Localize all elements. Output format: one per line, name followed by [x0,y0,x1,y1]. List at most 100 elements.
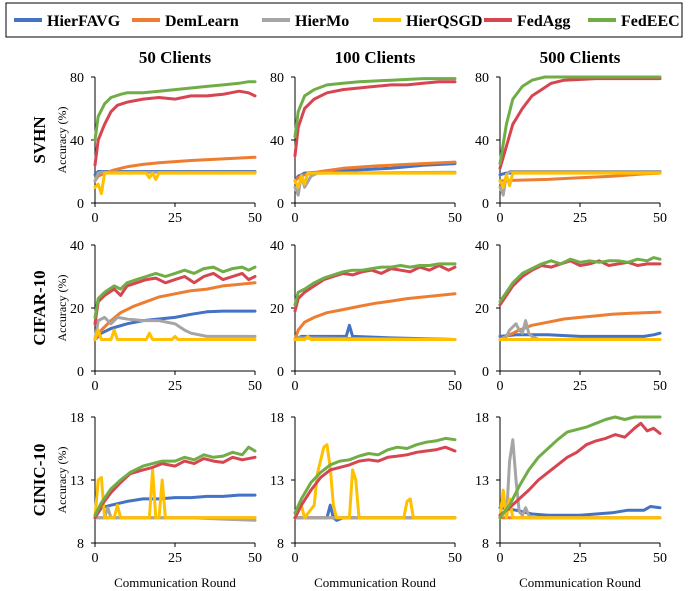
row-title-svhn: SVHN [30,116,49,164]
y-tick-label: 0 [482,365,489,380]
y-tick-label: 8 [77,537,84,552]
series-line-fedagg [293,80,457,158]
panel-r2-c0: 8 13 18 0 25 50 Accuracy (%) Communication Roun… [55,411,262,590]
y-tick-label: 13 [475,474,489,489]
series-line-fedeec [498,256,662,304]
series-line-fedeec [93,80,257,142]
x-tick-label: 0 [92,211,99,226]
x-tick-label: 50 [248,379,262,394]
series-line-hierqsgd [293,443,457,520]
y-tick-label: 0 [77,365,84,380]
row-title-cinic-10: CINIC-10 [30,444,49,517]
x-tick-label: 50 [248,551,262,566]
x-tick-label: 0 [92,551,99,566]
y-tick-label: 18 [70,411,84,426]
y-axis-label: Accuracy (%) [55,275,69,342]
legend-label-fedeec: FedEEC [621,13,680,30]
legend-label-hierqsgd: HierQSGD [406,13,482,30]
series-line-demlearn [93,155,257,183]
y-tick-label: 20 [270,302,284,317]
series-line-fedeec [93,445,257,517]
series-line-demlearn [293,160,457,183]
x-tick-label: 50 [653,379,667,394]
y-tick-label: 8 [482,537,489,552]
legend-label-demlearn: DemLearn [165,13,239,30]
x-tick-label: 25 [168,211,182,226]
y-axis-label: Accuracy (%) [55,447,69,514]
series-line-fedagg [293,264,457,313]
panel-r1-c2: 0 20 40 0 25 50 [475,239,667,394]
x-tick-label: 0 [497,379,504,394]
series-line-hiermo [498,319,662,341]
y-tick-label: 18 [270,411,284,426]
x-tick-label: 50 [653,551,667,566]
x-tick-label: 0 [497,551,504,566]
x-tick-label: 25 [573,551,587,566]
series-line-hierqsgd [93,468,257,520]
x-tick-label: 50 [248,211,262,226]
y-tick-label: 13 [270,474,284,489]
y-tick-label: 0 [77,197,84,212]
y-tick-label: 0 [277,365,284,380]
y-tick-label: 40 [475,239,489,254]
y-tick-label: 13 [70,474,84,489]
y-tick-label: 18 [475,411,489,426]
legend-box [5,2,683,38]
y-tick-label: 40 [270,134,284,149]
series-line-fedagg [498,77,662,170]
series-line-hiermo [293,170,457,197]
series-line-fedagg [93,271,257,326]
series-line-hierfavg [498,331,662,338]
y-axis-label: Accuracy (%) [55,107,69,174]
y-tick-label: 0 [277,197,284,212]
column-title-100-clients: 100 Clients [335,48,416,67]
series-line-fedeec [93,265,257,319]
panel-r1-c0: 0 20 40 0 25 50 Accuracy (%) [55,239,262,394]
series-line-fedeec [293,77,457,139]
panel-r2-c1: 8 13 18 0 50 Communication Round [270,411,462,590]
x-tick-label: 25 [573,379,587,394]
y-tick-label: 20 [475,302,489,317]
row-title-cifar-10: CIFAR-10 [30,270,49,345]
y-tick-label: 80 [270,71,284,86]
x-tick-label: 50 [448,211,462,226]
series-line-hierfavg [93,309,257,341]
x-axis-label: Communication Round [114,575,236,590]
series-line-hierqsgd [93,171,257,196]
series-line-hierqsgd [293,334,457,341]
x-tick-label: 25 [168,379,182,394]
panel-r0-c0: 0 40 80 0 25 50 Accuracy (%) [55,71,262,226]
series-line-hierqsgd [498,171,662,189]
y-tick-label: 0 [482,197,489,212]
legend-label-hierfavg: HierFAVG [47,13,121,30]
row-titles: SVHN CIFAR-10 CINIC-10 [30,116,49,517]
y-tick-label: 80 [70,71,84,86]
x-tick-label: 0 [292,551,299,566]
series-line-fedeec [498,415,662,520]
series-line-demlearn [293,292,457,341]
legend-label-fedagg: FedAgg [517,13,570,30]
y-tick-label: 80 [475,71,489,86]
panel-r0-c2: 0 40 80 0 25 50 [475,71,667,226]
series-line-fedeec [498,75,662,166]
panel-r2-c2: 8 13 18 0 25 50 Communication Round [475,411,667,590]
y-tick-label: 40 [475,134,489,149]
panel-r0-c1: 0 40 80 0 50 [270,71,462,226]
series-line-fedagg [498,259,662,307]
x-tick-label: 0 [92,379,99,394]
panel-r1-c1: 0 20 40 0 50 [270,239,462,394]
x-tick-label: 0 [292,379,299,394]
series-line-fedeec [293,436,457,515]
series-line-hierfavg [93,493,257,520]
series-line-fedagg [93,455,257,520]
x-tick-label: 50 [448,379,462,394]
y-tick-label: 40 [70,239,84,254]
series-line-hierqsgd [93,328,257,341]
series-line-hierqsgd [293,171,457,189]
series-line-fedagg [93,89,257,167]
x-tick-label: 0 [292,211,299,226]
column-titles: 50 Clients 100 Clients 500 Clients [139,48,621,67]
y-tick-label: 40 [270,239,284,254]
